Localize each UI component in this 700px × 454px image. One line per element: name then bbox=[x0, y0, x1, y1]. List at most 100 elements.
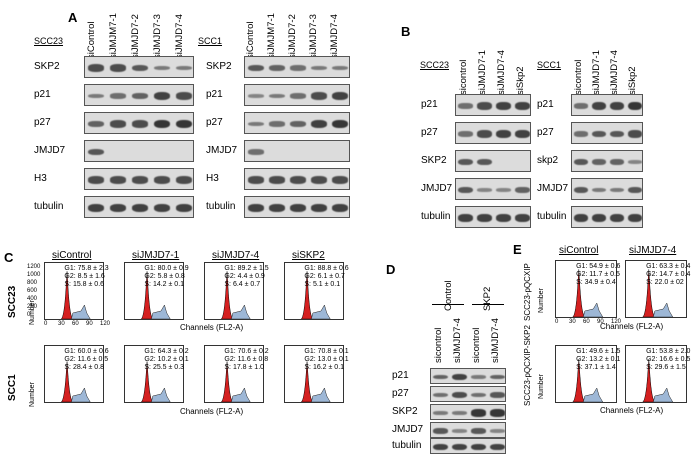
a-left-lane-label: siJMJM7-1 bbox=[108, 13, 119, 59]
a-left-band bbox=[175, 65, 193, 71]
c-g1-peak bbox=[60, 271, 74, 319]
b-right-band bbox=[628, 130, 642, 138]
c-histogram bbox=[284, 262, 344, 320]
d-band bbox=[490, 409, 505, 417]
e-histogram-plot bbox=[642, 359, 674, 402]
b-right-band bbox=[610, 213, 624, 223]
a-left-band bbox=[131, 176, 149, 184]
c-x-title-bottom: Channels (FL2-A) bbox=[180, 407, 244, 416]
b-right-band bbox=[574, 103, 588, 109]
a-left-row-label: SKP2 bbox=[34, 61, 60, 72]
e-stats: G1: 49.6 ± 1.5 G2: 13.2 ± 0.1 S: 37.1 ± … bbox=[576, 348, 621, 371]
a-left-row-label: p21 bbox=[34, 89, 51, 100]
e-column-title: siControl bbox=[559, 245, 599, 256]
a-left-band bbox=[153, 65, 171, 71]
a-right-band bbox=[332, 91, 349, 101]
a-left-band bbox=[109, 93, 127, 99]
a-left-band bbox=[87, 93, 105, 99]
e-x-tick: 120 bbox=[611, 319, 622, 325]
b-left-band bbox=[477, 130, 492, 138]
b-left-band bbox=[458, 158, 473, 166]
a-right-row-label: p27 bbox=[206, 117, 223, 128]
d-blot-strip bbox=[430, 404, 506, 420]
b-right-band bbox=[592, 187, 606, 193]
b-left-row-label: JMJD7 bbox=[421, 183, 453, 194]
a-right-band bbox=[247, 121, 264, 127]
b-left-band bbox=[515, 129, 530, 139]
c-histogram-plot bbox=[60, 271, 91, 319]
e-row-label: SCC23-pQCXIP bbox=[523, 263, 532, 321]
e-y-title-bottom: Number bbox=[538, 374, 545, 399]
b-right-band bbox=[574, 213, 588, 223]
c-histogram bbox=[124, 345, 184, 403]
b-right-blot-strip bbox=[571, 94, 643, 116]
a-left-row-label: tubulin bbox=[34, 201, 64, 212]
a-right-blot-strip bbox=[244, 56, 350, 78]
b-right-band bbox=[628, 160, 642, 164]
b-right-band bbox=[610, 101, 624, 111]
d-band bbox=[452, 411, 467, 415]
a-right-lane-label: siJMJD7-2 bbox=[287, 14, 298, 59]
d-band bbox=[452, 373, 467, 381]
d-lane-label: siJMJD7-4 bbox=[452, 318, 463, 363]
b-right-band bbox=[592, 101, 606, 111]
c-histogram bbox=[284, 345, 344, 403]
d-blot-strip bbox=[430, 438, 506, 454]
d-blot-strip bbox=[430, 422, 506, 438]
c-stats: G1: 80.0 ± 0.9 G2: 5.8 ± 0.8 S: 14.2 ± 0… bbox=[144, 265, 189, 288]
a-left-band bbox=[87, 64, 105, 72]
c-s-g2-region bbox=[71, 304, 91, 319]
c-y-tick: 0 bbox=[27, 312, 31, 318]
a-left-band bbox=[175, 92, 193, 100]
a-right-row-label: tubulin bbox=[206, 201, 236, 212]
a-right-band bbox=[268, 203, 285, 213]
b-left-band bbox=[477, 102, 492, 110]
a-right-band bbox=[311, 119, 328, 129]
b-right-band bbox=[610, 159, 624, 165]
a-right-band bbox=[268, 65, 285, 71]
b-left-band bbox=[515, 101, 530, 111]
e-histogram bbox=[555, 345, 617, 403]
c-x-tick: 30 bbox=[58, 321, 65, 327]
d-band bbox=[471, 392, 486, 398]
d-band bbox=[433, 443, 448, 451]
panel-b-letter: B bbox=[401, 24, 411, 39]
c-stats: G1: 70.8 ± 0.1 G2: 13.0 ± 0.1 S: 16.2 ± … bbox=[304, 348, 349, 371]
d-band bbox=[471, 375, 486, 379]
a-left-blot-strip bbox=[84, 112, 194, 134]
e-stats: G1: 53.8 ± 2.0 G2: 16.6 ± 0.5 S: 29.6 ± … bbox=[646, 348, 691, 371]
a-left-row-label: JMJD7 bbox=[34, 145, 66, 156]
a-left-blot-strip bbox=[84, 140, 194, 162]
b-right-band bbox=[610, 130, 624, 138]
b-left-row-label: p21 bbox=[421, 99, 438, 110]
b-left-lane-label: siSkp2 bbox=[515, 66, 526, 95]
a-left-band bbox=[109, 176, 127, 184]
panel-d-letter: D bbox=[386, 262, 396, 277]
b-left-band bbox=[496, 188, 511, 192]
b-right-band bbox=[592, 159, 606, 165]
b-left-band bbox=[458, 131, 473, 137]
panel-c-letter: C bbox=[4, 250, 14, 265]
b-right-row-label: JMJD7 bbox=[537, 183, 569, 194]
c-stats: G1: 88.8 ± 0.6 G2: 6.1 ± 0.7 S: 5.1 ± 0.… bbox=[304, 265, 349, 288]
panel-a-right-cell-label: SCC1 bbox=[198, 36, 223, 46]
a-right-band bbox=[289, 93, 307, 99]
c-histogram bbox=[204, 345, 264, 403]
d-lane-label: sicontrol bbox=[433, 327, 444, 363]
a-left-band bbox=[131, 120, 149, 128]
e-histogram-plot bbox=[572, 269, 604, 317]
a-right-band bbox=[332, 65, 349, 71]
d-band bbox=[490, 429, 505, 433]
b-left-band bbox=[458, 186, 473, 194]
e-g1-peak bbox=[572, 269, 586, 317]
c-stats: G1: 75.8 ± 2.3 G2: 8.5 ± 1.6 S: 15.8 ± 0… bbox=[64, 265, 109, 288]
a-left-lane-label: siJMJD7-2 bbox=[130, 14, 141, 59]
c-stats: G1: 64.3 ± 0.2 G2: 10.2 ± 0.1 S: 25.5 ± … bbox=[144, 348, 189, 371]
e-s-g2-region bbox=[653, 302, 674, 317]
d-row-label: p27 bbox=[392, 388, 409, 399]
c-column-title: siJMJD7-4 bbox=[212, 250, 260, 261]
e-x-tick: 90 bbox=[597, 319, 604, 325]
e-x-tick: 0 bbox=[555, 319, 559, 325]
c-y-tick: 1200 bbox=[27, 264, 41, 270]
a-left-band bbox=[87, 148, 105, 156]
